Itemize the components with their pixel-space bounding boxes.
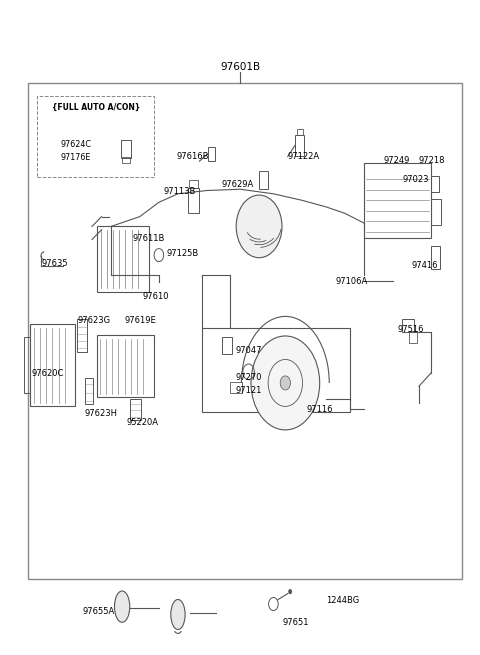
Bar [130,400,141,420]
Bar [97,335,154,398]
Bar [207,147,215,161]
Bar [97,227,149,291]
Bar [409,331,417,343]
Bar [37,96,154,178]
Circle shape [236,195,282,257]
Bar [295,135,304,156]
Text: 97249: 97249 [383,156,409,165]
Text: 97047: 97047 [235,346,262,355]
Bar [30,324,75,405]
Text: 97611B: 97611B [132,234,165,243]
Text: 97121: 97121 [235,386,262,394]
Text: 97616B: 97616B [177,152,209,161]
Circle shape [288,589,292,594]
Circle shape [251,336,320,430]
Bar [230,383,242,393]
Text: 97218: 97218 [418,156,444,165]
Text: 97122A: 97122A [288,152,320,161]
Bar [431,176,440,193]
Bar [259,171,268,189]
Bar [202,328,350,412]
Text: 95220A: 95220A [127,418,159,426]
Circle shape [280,376,290,390]
Text: 97516: 97516 [397,325,424,334]
Bar [24,337,31,393]
Bar [77,319,87,352]
Bar [120,140,131,158]
Bar [189,180,198,188]
Bar [402,319,414,332]
Text: 97620C: 97620C [32,369,64,378]
Bar [297,128,302,135]
Text: 97619E: 97619E [124,316,156,326]
Text: 97629A: 97629A [222,179,254,189]
Text: 97125B: 97125B [166,249,198,257]
Bar [85,379,93,404]
Bar [431,199,442,225]
Bar [222,337,232,354]
Text: 97270: 97270 [235,373,262,382]
Text: 97113B: 97113B [164,187,196,196]
Text: 97635: 97635 [42,259,69,268]
Ellipse shape [115,591,130,622]
Text: 97176E: 97176E [60,153,90,162]
Text: 1244BG: 1244BG [326,595,359,605]
Text: 97651: 97651 [283,618,310,627]
Text: 97623G: 97623G [78,316,111,326]
Bar [188,188,199,213]
Text: {FULL AUTO A/CON}: {FULL AUTO A/CON} [51,103,140,112]
Text: 97655A: 97655A [83,607,115,616]
Text: 97023: 97023 [402,175,429,184]
Ellipse shape [171,599,185,629]
Bar [28,83,462,578]
Bar [364,163,431,238]
Text: 97610: 97610 [142,291,168,301]
Bar [431,246,441,269]
Text: 97106A: 97106A [336,277,368,286]
Text: 97623H: 97623H [85,409,118,418]
Text: 97116: 97116 [307,405,333,413]
Text: 97624C: 97624C [60,140,91,149]
Text: 97416: 97416 [412,261,438,270]
Bar [122,157,130,163]
Text: 97601B: 97601B [220,62,260,71]
